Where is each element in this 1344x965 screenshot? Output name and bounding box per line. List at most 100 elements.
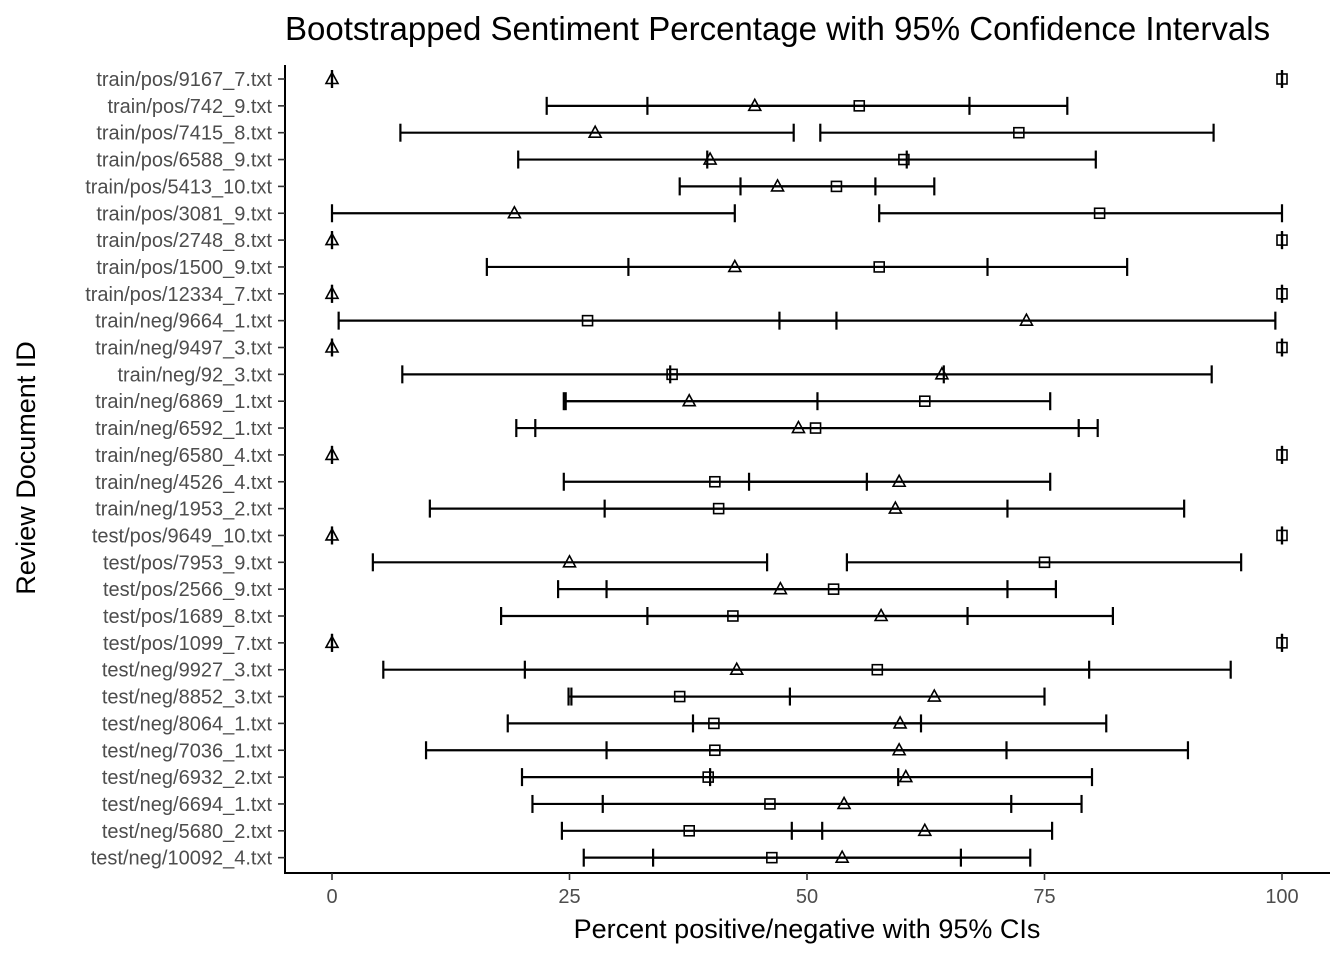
square-point (666, 368, 678, 381)
y-tick-label: test/neg/8064_1.txt (102, 713, 273, 735)
square-point (1276, 73, 1288, 85)
y-axis-title: Review Document ID (11, 341, 41, 595)
square-point (827, 583, 840, 595)
square-point (1276, 637, 1288, 649)
chart-title: Bootstrapped Sentiment Percentage with 9… (285, 10, 1270, 47)
square-point (1276, 234, 1288, 246)
square-ci-errorbar (401, 365, 945, 384)
square-point (1038, 556, 1051, 569)
square-point (918, 395, 931, 408)
y-tick-label: test/pos/2566_9.txt (103, 579, 272, 601)
point-estimate-layer (324, 70, 1288, 864)
square-point (853, 100, 866, 112)
y-axis: train/pos/9167_7.txt train/pos/742_9.txtt… (85, 65, 286, 874)
y-tick-label: train/neg/6592_1.txt (95, 418, 272, 440)
square-point (709, 744, 721, 757)
square-point (1013, 126, 1025, 139)
triangle-point (892, 715, 908, 729)
square-point (727, 610, 739, 622)
triangle-point (934, 366, 950, 380)
triangle-point (507, 205, 522, 219)
triangle-point (727, 258, 743, 273)
y-tick-label: train/pos/1500_9.txt (96, 257, 272, 279)
square-point (1276, 341, 1288, 354)
y-tick-label: train/neg/6869_1.txt (95, 391, 272, 413)
y-tick-label: train/pos/7415_8.txt (96, 123, 272, 145)
square-ci-errorbar (515, 419, 1099, 438)
y-tick-label: train/pos/5413_10.txt (85, 176, 272, 198)
triangle-point (324, 231, 340, 246)
x-axis: 0 25 50 75 100 (284, 872, 1330, 908)
x-tick-label: 0 (326, 886, 337, 908)
triangle-point (770, 178, 785, 192)
triangle-point (324, 527, 340, 541)
y-tick-label: train/pos/9167_7.txt (96, 69, 272, 91)
square-point (1276, 287, 1288, 300)
triangle-point (324, 339, 340, 353)
y-tick-label: test/pos/9649_10.txt (92, 525, 273, 547)
y-tick-label: train/pos/12334_7.txt (85, 284, 272, 306)
triangle-point (324, 446, 340, 461)
y-tick-label: test/pos/1099_7.txt (103, 633, 272, 655)
square-point (709, 475, 721, 488)
confidence-interval-layer (330, 70, 1284, 867)
x-tick-label: 100 (1265, 886, 1298, 908)
square-ci-errorbar (560, 821, 824, 840)
square-point (764, 798, 776, 810)
triangle-point (891, 742, 907, 756)
triangle-point (681, 393, 697, 407)
square-ci-errorbar (819, 123, 1215, 142)
triangle-point (836, 795, 852, 810)
square-point (1276, 449, 1288, 461)
y-tick-label: test/neg/6932_2.txt (102, 767, 273, 789)
x-tick-label: 75 (1033, 886, 1055, 908)
y-tick-label: test/pos/7953_9.txt (103, 552, 272, 574)
square-ci-errorbar (523, 660, 1232, 679)
square-point (1276, 529, 1288, 542)
square-point (809, 422, 822, 434)
square-ci-errorbar (562, 472, 868, 491)
square-point (871, 663, 884, 676)
triangle-point (898, 768, 914, 783)
triangle-point (702, 151, 718, 165)
y-tick-label: train/neg/4526_4.txt (95, 472, 272, 494)
triangle-point (891, 473, 907, 488)
y-tick-label: train/pos/742_9.txt (107, 96, 272, 118)
y-tick-label: train/neg/9497_3.txt (95, 338, 272, 360)
square-ci-errorbar (428, 499, 1009, 518)
square-ci-errorbar (706, 150, 1097, 169)
square-ci-errorbar (424, 741, 1190, 760)
triangle-point (562, 554, 577, 568)
square-point (708, 717, 720, 730)
square-ci-errorbar (562, 392, 819, 411)
triangle-point (888, 500, 903, 514)
square-point (712, 502, 725, 515)
triangle-point (587, 124, 603, 138)
y-tick-label: train/neg/1953_2.txt (95, 499, 272, 521)
square-ci-errorbar (506, 714, 923, 733)
x-tick-label: 50 (796, 886, 818, 908)
triangle-ci-errorbar (371, 553, 769, 572)
square-ci-errorbar (567, 687, 792, 706)
x-tick-label: 25 (558, 886, 580, 908)
square-ci-errorbar (627, 257, 989, 276)
square-point (873, 261, 886, 273)
y-tick-label: test/neg/7036_1.txt (102, 740, 273, 762)
square-ci-errorbar (337, 311, 838, 330)
triangle-point (873, 607, 889, 622)
triangle-point (773, 580, 788, 595)
y-tick-label: train/pos/3081_9.txt (96, 203, 272, 225)
y-tick-label: train/pos/2748_8.txt (96, 230, 272, 252)
x-axis-title: Percent positive/negative with 95% CIs (574, 914, 1041, 944)
square-ci-errorbar (646, 96, 1069, 115)
triangle-point (1019, 312, 1034, 326)
y-tick-label: train/pos/6588_9.txt (96, 150, 272, 172)
triangle-point (926, 688, 942, 702)
square-ci-errorbar (500, 607, 969, 625)
triangle-point (917, 822, 933, 837)
square-ci-errorbar (878, 204, 1284, 223)
square-point (766, 851, 778, 864)
square-point (1093, 207, 1106, 220)
y-tick-label: train/neg/6580_4.txt (95, 445, 272, 467)
triangle-point (324, 70, 340, 85)
